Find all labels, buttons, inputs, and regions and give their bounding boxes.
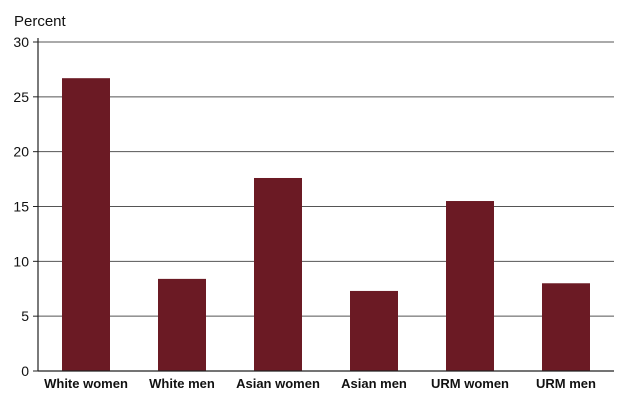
y-axis-label: Percent bbox=[14, 13, 67, 30]
y-tick-label: 25 bbox=[13, 89, 29, 105]
bar bbox=[350, 290, 398, 371]
x-tick-label: Asian women bbox=[236, 376, 320, 391]
x-tick-label: URM men bbox=[536, 376, 596, 391]
y-tick-label: 15 bbox=[13, 199, 29, 215]
bar bbox=[542, 283, 590, 371]
x-tick-labels: White women White men Asian women Asian men… bbox=[44, 376, 596, 391]
x-tick-label: White women bbox=[44, 376, 128, 391]
x-tick-label: Asian men bbox=[341, 376, 407, 391]
bar bbox=[446, 201, 494, 371]
y-tick-label: 10 bbox=[13, 253, 29, 269]
x-tick-label: URM women bbox=[431, 376, 509, 391]
y-tick-labels: 0 5 10 15 20 25 30 bbox=[13, 34, 38, 379]
y-tick-label: 20 bbox=[13, 144, 29, 160]
y-tick-label: 5 bbox=[21, 308, 29, 324]
bar bbox=[158, 278, 206, 371]
bars bbox=[62, 78, 590, 371]
bar bbox=[254, 177, 302, 371]
x-tick-label: White men bbox=[149, 376, 215, 391]
y-tick-label: 0 bbox=[21, 363, 29, 379]
y-tick-label: 30 bbox=[13, 34, 29, 50]
bar bbox=[62, 78, 110, 371]
gridlines bbox=[38, 41, 614, 317]
